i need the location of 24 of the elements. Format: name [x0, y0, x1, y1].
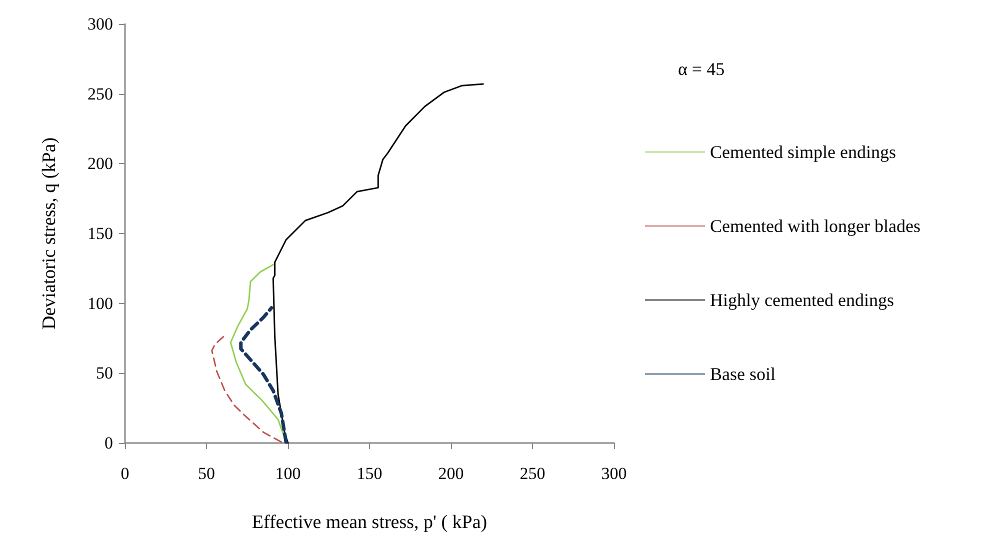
x-tick-label: 200	[438, 464, 464, 483]
y-tick-label: 150	[88, 224, 113, 243]
legend-label: Cemented with longer blades	[710, 216, 920, 236]
text: α = 45	[678, 59, 725, 79]
y-tick-label: 250	[88, 84, 113, 104]
x-tick-label: 100	[275, 464, 301, 483]
y-tick-label: 0	[104, 434, 113, 452]
x-axis-title: Effective mean stress, p' ( kPa)	[252, 512, 488, 533]
line-series	[239, 306, 288, 444]
y-tick-label: 300	[88, 14, 113, 34]
x-tick-label: 150	[356, 464, 382, 483]
y-tick-label: 100	[88, 294, 113, 313]
x-tick-label: 300	[601, 464, 627, 483]
x-tick-label: 50	[198, 464, 215, 483]
line-series	[211, 334, 282, 443]
y-axis-title: Deviatoric stress, q (kPa)	[39, 137, 60, 330]
x-tick-label: 0	[120, 464, 130, 483]
legend-label: Highly cemented endings	[710, 290, 894, 310]
x-tick-label: 250	[520, 464, 546, 483]
line-series	[272, 83, 484, 444]
y-tick-label: 50	[96, 364, 113, 383]
y-tick-label: 200	[88, 154, 113, 174]
legend-label: Base soil	[710, 364, 776, 384]
legend-label: Cemented simple endings	[710, 142, 896, 162]
